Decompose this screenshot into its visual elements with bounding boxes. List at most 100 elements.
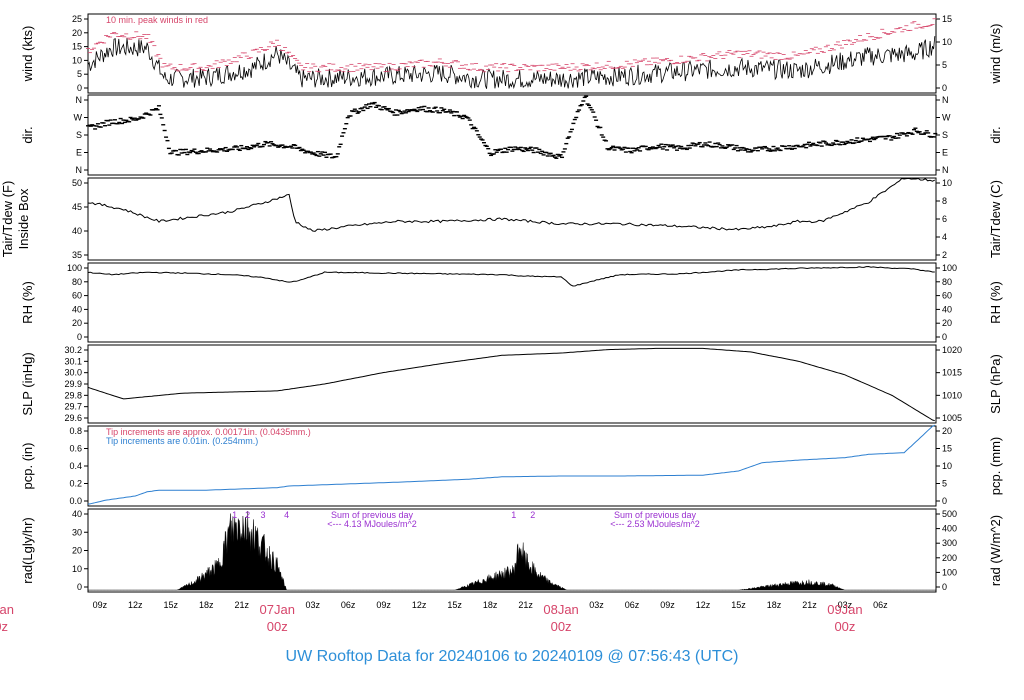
y-tick-label-right: N	[942, 165, 949, 175]
y-tick-label-right: 500	[942, 509, 957, 519]
edge-label-date: Jan	[0, 602, 14, 617]
series-rh-line	[87, 265, 935, 287]
y-tick-label-right: 1020	[942, 345, 962, 355]
y-tick-label-right: S	[942, 130, 948, 140]
y-tick-label-right: 5	[942, 60, 947, 70]
rad-daily-sum: <--- 4.13 MJoules/m^2	[327, 519, 417, 529]
rad-peak-marker: 2	[530, 510, 535, 520]
day-label-date: 09Jan	[827, 602, 862, 617]
x-tick-label: 18z	[199, 600, 214, 610]
y-tick-label-left: 0	[77, 582, 82, 592]
y-tick-label-left: 60	[72, 291, 82, 301]
y-tick-label-left: 30	[72, 527, 82, 537]
y-tick-label-left: 30.0	[64, 368, 82, 378]
panel-wind: 0 5 10 15 20 25 0 5 10 15 wind (kts) wind (m/s) 10 m…	[20, 13, 1003, 94]
y-tick-label-left: 10	[72, 564, 82, 574]
x-tick-label: 15z	[164, 600, 179, 610]
y-tick-label-left: 0.8	[69, 426, 82, 436]
series-slp-line	[87, 347, 935, 422]
y-tick-label-left: 0.0	[69, 496, 82, 506]
y-axis-label-left: SLP (inHg)	[20, 352, 35, 415]
y-tick-label-left: 0.2	[69, 479, 82, 489]
series-pcp-line	[87, 424, 936, 505]
x-tick-label: 18z	[483, 600, 498, 610]
y-tick-label-right: 200	[942, 553, 957, 563]
panel-frame	[87, 262, 937, 343]
x-tick-label: 12z	[128, 600, 143, 610]
panel-frame	[87, 94, 937, 176]
day-label-date: 07Jan	[260, 602, 295, 617]
series-radiation-area	[87, 510, 937, 591]
y-tick-label-left: 29.9	[64, 379, 82, 389]
y-tick-label-right: 6	[942, 214, 947, 224]
y-tick-label-right: 0	[942, 496, 947, 506]
pcp-annotation-blue: Tip increments are 0.01in. (0.254mm.)	[106, 436, 258, 446]
x-tick-label: 03z	[305, 600, 320, 610]
y-tick-label-right: 100	[942, 263, 957, 273]
y-tick-label-right: 20	[942, 426, 952, 436]
x-tick-label: 12z	[412, 600, 427, 610]
y-tick-label-left: 0.4	[69, 461, 82, 471]
y-tick-label-left: 20	[72, 318, 82, 328]
x-tick-label: 09z	[93, 600, 108, 610]
y-axis-label-left: RH (%)	[20, 281, 35, 324]
pcp-annotation-red: Tip increments are approx. 0.00171in. (0…	[106, 427, 311, 437]
x-tick-label: 21z	[518, 600, 533, 610]
panel-frame	[87, 177, 937, 261]
y-tick-label-left: 30.2	[64, 345, 82, 355]
footer-title: UW Rooftop Data for 20240106 to 20240109…	[285, 648, 739, 665]
y-tick-label-right: 40	[942, 304, 952, 314]
y-tick-label-right: 10	[942, 461, 952, 471]
y-tick-label-left: 40	[72, 509, 82, 519]
y-tick-label-right: 400	[942, 524, 957, 534]
rad-peak-marker: 1	[511, 510, 516, 520]
rad-daily-sum: Sum of previous day	[331, 510, 414, 520]
y-tick-label-right: 2	[942, 250, 947, 260]
rad-peak-marker: 4	[284, 510, 289, 520]
x-tick-label: 18z	[767, 600, 782, 610]
y-tick-label-left: 29.8	[64, 390, 82, 400]
y-tick-label-right: N	[942, 95, 949, 105]
y-tick-label-right: 4	[942, 232, 947, 242]
y-tick-label-left: 35	[72, 250, 82, 260]
y-tick-label-left: 20	[72, 28, 82, 38]
y-tick-label-right: W	[942, 113, 951, 123]
x-tick-label: 12z	[696, 600, 711, 610]
y-axis-label-left: dir.	[20, 126, 35, 143]
y-tick-label-right: 20	[942, 318, 952, 328]
series-direction	[86, 95, 938, 159]
x-tick-label: 21z	[234, 600, 249, 610]
y-tick-label-right: E	[942, 148, 948, 158]
y-tick-label-right: 1005	[942, 413, 962, 423]
y-axis-label-right: rad (W/m^2)	[988, 515, 1003, 586]
y-tick-label-left: 25	[72, 14, 82, 24]
y-tick-label-right: 10	[942, 178, 952, 188]
edge-label-time: 0z	[0, 619, 8, 634]
x-tick-label: 03z	[838, 600, 853, 610]
y-tick-label-left: S	[76, 130, 82, 140]
y-tick-label-left: 20	[72, 546, 82, 556]
panel-pcp: 0.0 0.2 0.4 0.6 0.8 0 5 10 15 20 pcp. (in) pcp. (mm…	[20, 424, 1003, 507]
y-tick-label-left: 40	[72, 226, 82, 236]
y-tick-label-left: 29.6	[64, 413, 82, 423]
series-peak-winds	[86, 18, 937, 73]
y-tick-label-left: 80	[72, 277, 82, 287]
y-tick-label-right: 100	[942, 567, 957, 577]
x-tick-label: 06z	[625, 600, 640, 610]
y-tick-label-left: 50	[72, 178, 82, 188]
day-label-time: 00z	[834, 619, 855, 634]
y-tick-label-left: 0	[77, 332, 82, 342]
rad-daily-sum: <--- 2.53 MJoules/m^2	[610, 519, 700, 529]
x-tick-label: 09z	[376, 600, 391, 610]
y-tick-label-left: N	[76, 95, 83, 105]
y-tick-label-left: 15	[72, 42, 82, 52]
x-tick-label: 21z	[802, 600, 817, 610]
y-axis-label-left: Inside Box	[16, 188, 31, 249]
y-tick-label-left: W	[74, 113, 83, 123]
y-axis-label-right: wind (m/s)	[988, 24, 1003, 85]
y-axis-label-right: pcp. (mm)	[988, 437, 1003, 496]
x-tick-label: 06z	[341, 600, 356, 610]
